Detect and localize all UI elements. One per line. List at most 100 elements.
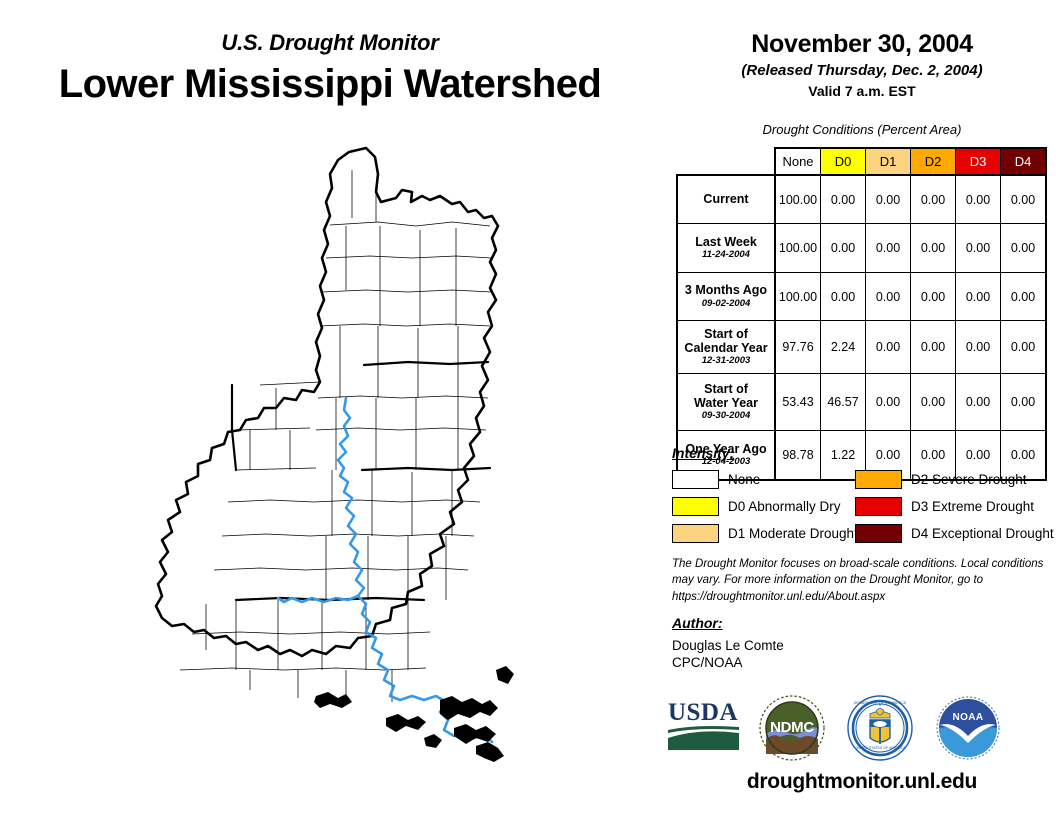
page-title: Lower Mississippi Watershed: [58, 62, 602, 106]
legend-label-d0: D0 Abnormally Dry: [728, 499, 841, 514]
column-header-d2: D2: [910, 147, 956, 176]
release-date: (Released Thursday, Dec. 2, 2004): [741, 62, 983, 79]
row-title: One Year Ago: [685, 441, 767, 456]
svg-text:NOAA: NOAA: [952, 712, 983, 723]
column-header-d1: D1: [865, 147, 911, 176]
row-date: 09-02-2004: [701, 297, 751, 309]
table-row: Current 100.00 0.00 0.00 0.00 0.00 0.00: [676, 174, 1047, 224]
table-corner-cell: [677, 148, 775, 175]
cell-lastweek-d0: 0.00: [820, 223, 866, 273]
column-header-none: None: [774, 147, 821, 176]
legend-column-left: None D0 Abnormally Dry D1 Moderate Droug…: [672, 468, 858, 549]
legend-label-none: None: [728, 472, 761, 487]
drought-map: [140, 130, 540, 810]
doc-seal-logo: UNITED STATES OF AMERICA DEPARTMENT OF C…: [847, 695, 913, 761]
legend-swatch-d1: [672, 524, 719, 543]
cell-3mo-none: 100.00: [774, 272, 821, 321]
legend-item-d4: D4 Exceptional Drought: [855, 522, 1054, 545]
drought-conditions-table: None D0 D1 D2 D3 D4 Current 100.00 0.00 …: [676, 147, 1047, 481]
legend-label-d4: D4 Exceptional Drought: [911, 526, 1054, 541]
row-label-start-water-year: Start of Water Year 09-30-2004: [676, 373, 776, 431]
author-name: Douglas Le Comte: [672, 638, 784, 653]
date-block: November 30, 2004 (Released Thursday, De…: [668, 30, 1056, 99]
table-row: 3 Months Ago 09-02-2004 100.00 0.00 0.00…: [676, 272, 1047, 321]
author-heading: Author:: [672, 615, 723, 631]
cell-3mo-d4: 0.00: [1000, 272, 1047, 321]
cell-caly-none: 97.76: [774, 320, 821, 374]
legend-label-d2: D2 Severe Drought: [911, 472, 1027, 487]
usda-logo: USDA: [668, 699, 739, 750]
cell-oneyr-d2: 0.00: [910, 430, 956, 481]
row-label-current: Current: [676, 174, 776, 224]
cell-watery-d0: 46.57: [820, 373, 866, 431]
cell-caly-d4: 0.00: [1000, 320, 1047, 374]
row-label-3-months-ago: 3 Months Ago 09-02-2004: [676, 272, 776, 321]
table-header-row: None D0 D1 D2 D3 D4: [677, 147, 1047, 176]
legend-item-d0: D0 Abnormally Dry: [672, 495, 858, 518]
cell-current-d3: 0.00: [955, 174, 1001, 224]
cell-current-d2: 0.00: [910, 174, 956, 224]
column-header-d4: D4: [1000, 147, 1047, 176]
cell-caly-d3: 0.00: [955, 320, 1001, 374]
ndmc-logo: NDMC: [759, 695, 825, 761]
legend-column-right: D2 Severe Drought D3 Extreme Drought D4 …: [855, 468, 1054, 549]
cell-watery-none: 53.43: [774, 373, 821, 431]
watershed-region: [154, 146, 500, 658]
cell-3mo-d2: 0.00: [910, 272, 956, 321]
logo-bar: USDA NDMC UNITED STATES OF AMERICA DEPAR…: [666, 694, 1016, 766]
legend-label-d1: D1 Moderate Drought: [728, 526, 858, 541]
legend-swatch-d4: [855, 524, 902, 543]
cell-watery-d4: 0.00: [1000, 373, 1047, 431]
legend-swatch-d3: [855, 497, 902, 516]
cell-oneyr-none: 98.78: [774, 430, 821, 481]
noaa-logo: NOAA: [936, 696, 1000, 760]
cell-3mo-d1: 0.00: [865, 272, 911, 321]
table-body: Current 100.00 0.00 0.00 0.00 0.00 0.00 …: [676, 174, 1047, 481]
cell-3mo-d0: 0.00: [820, 272, 866, 321]
watershed-outline: [154, 146, 500, 658]
author-organization: CPC/NOAA: [672, 655, 743, 670]
row-date: 09-30-2004: [701, 410, 751, 422]
legend-swatch-none: [672, 470, 719, 489]
cell-lastweek-d1: 0.00: [865, 223, 911, 273]
cell-lastweek-d4: 0.00: [1000, 223, 1047, 273]
svg-text:NDMC: NDMC: [770, 719, 814, 736]
legend-item-d2: D2 Severe Drought: [855, 468, 1054, 491]
row-title: Start of Water Year: [694, 381, 758, 411]
cell-watery-d3: 0.00: [955, 373, 1001, 431]
legend-label-d3: D3 Extreme Drought: [911, 499, 1035, 514]
table-row: Last Week 11-24-2004 100.00 0.00 0.00 0.…: [676, 223, 1047, 273]
row-title: Last Week: [695, 234, 757, 249]
cell-current-none: 100.00: [774, 174, 821, 224]
cell-lastweek-d2: 0.00: [910, 223, 956, 273]
column-header-d3: D3: [955, 147, 1001, 176]
legend-swatch-d2: [855, 470, 902, 489]
cell-3mo-d3: 0.00: [955, 272, 1001, 321]
program-subtitle: U.S. Drought Monitor: [221, 30, 439, 55]
legend-item-d3: D3 Extreme Drought: [855, 495, 1054, 518]
cell-watery-d2: 0.00: [910, 373, 956, 431]
site-url: droughtmonitor.unl.edu: [746, 770, 978, 793]
table-row: Start of Calendar Year 12-31-2003 97.76 2…: [676, 320, 1047, 374]
legend-item-none: None: [672, 468, 858, 491]
coastal-delta-detail: [314, 666, 514, 762]
svg-text:UNITED STATES OF AMERICA: UNITED STATES OF AMERICA: [855, 746, 907, 750]
row-label-start-calendar-year: Start of Calendar Year 12-31-2003: [676, 320, 776, 374]
valid-time: Valid 7 a.m. EST: [808, 83, 916, 99]
county-boundaries: [179, 170, 493, 702]
svg-text:DEPARTMENT OF COMMERCE: DEPARTMENT OF COMMERCE: [854, 701, 907, 705]
table-row: Start of Water Year 09-30-2004 53.43 46.5…: [676, 373, 1047, 431]
cell-caly-d0: 2.24: [820, 320, 866, 374]
row-label-last-week: Last Week 11-24-2004: [676, 223, 776, 273]
row-date: 11-24-2004: [702, 249, 750, 261]
column-header-d0: D0: [820, 147, 866, 176]
cell-caly-d1: 0.00: [865, 320, 911, 374]
cell-lastweek-none: 100.00: [774, 223, 821, 273]
cell-oneyr-d3: 0.00: [955, 430, 1001, 481]
row-date: 12-04-2003: [701, 456, 751, 468]
row-title: Current: [703, 192, 749, 207]
mississippi-river: [276, 396, 494, 744]
legend-item-d1: D1 Moderate Drought: [672, 522, 858, 545]
cell-watery-d1: 0.00: [865, 373, 911, 431]
cell-caly-d2: 0.00: [910, 320, 956, 374]
